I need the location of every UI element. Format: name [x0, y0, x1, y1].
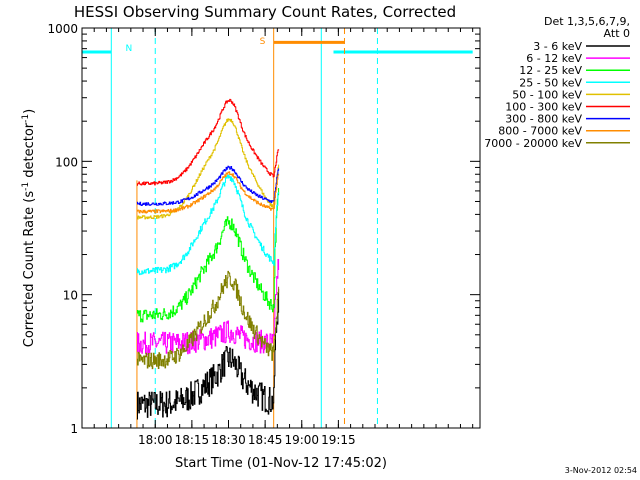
legend-header-1: Det 1,3,5,6,7,9,	[544, 15, 630, 28]
legend-header-2: Att 0	[604, 27, 630, 40]
y-tick-label-0: 1	[70, 422, 78, 436]
night-flag-label: N	[126, 44, 133, 54]
x-tick-label-4: 19:00	[284, 433, 319, 447]
series-line-0	[136, 289, 280, 420]
flag-layer: NS	[82, 28, 473, 428]
series-line-2	[136, 188, 280, 323]
y-axis-label: Corrected Count Rate (s-1 detector-1)	[21, 109, 37, 347]
legend-label-2: 12 - 25 keV	[519, 64, 582, 77]
series-layer	[136, 98, 280, 420]
legend-label-3: 25 - 50 keV	[519, 76, 582, 89]
legend-label-8: 7000 - 20000 keV	[484, 137, 582, 150]
timestamp: 3-Nov-2012 02:54	[565, 466, 637, 475]
series-line-4	[136, 118, 280, 220]
x-tick-label-3: 18:45	[248, 433, 283, 447]
x-tick-label-1: 18:15	[175, 433, 210, 447]
legend-label-0: 3 - 6 keV	[533, 40, 582, 53]
series-line-5	[136, 98, 280, 186]
series-line-1	[136, 259, 280, 356]
x-axis-label: Start Time (01-Nov-12 17:45:02)	[175, 456, 387, 471]
x-tick-label-2: 18:30	[211, 433, 246, 447]
y-tick-label-3: 1000	[47, 22, 78, 36]
chart-title: HESSI Observing Summary Count Rates, Cor…	[74, 3, 456, 21]
series-line-6	[136, 165, 280, 206]
legend-label-5: 100 - 300 keV	[505, 101, 582, 114]
x-tick-label-5: 19:15	[321, 433, 356, 447]
saa-flag-label: S	[260, 37, 266, 47]
series-line-8	[136, 270, 280, 370]
y-axis: 1 10 100 1000	[47, 22, 480, 436]
x-tick-label-0: 18:00	[138, 433, 173, 447]
legend-label-1: 6 - 12 keV	[526, 52, 582, 65]
legend-label-6: 300 - 800 keV	[505, 113, 582, 126]
x-axis: 18:00 18:15 18:30 18:45 19:00 19:15	[93, 28, 474, 447]
y-tick-label-1: 10	[63, 289, 78, 303]
legend-label-7: 800 - 7000 keV	[498, 125, 582, 138]
y-tick-label-2: 100	[55, 155, 78, 169]
legend-label-4: 50 - 100 keV	[512, 88, 582, 101]
series-line-7	[136, 171, 280, 214]
series-line-3	[136, 174, 280, 276]
plot-frame	[81, 27, 481, 429]
